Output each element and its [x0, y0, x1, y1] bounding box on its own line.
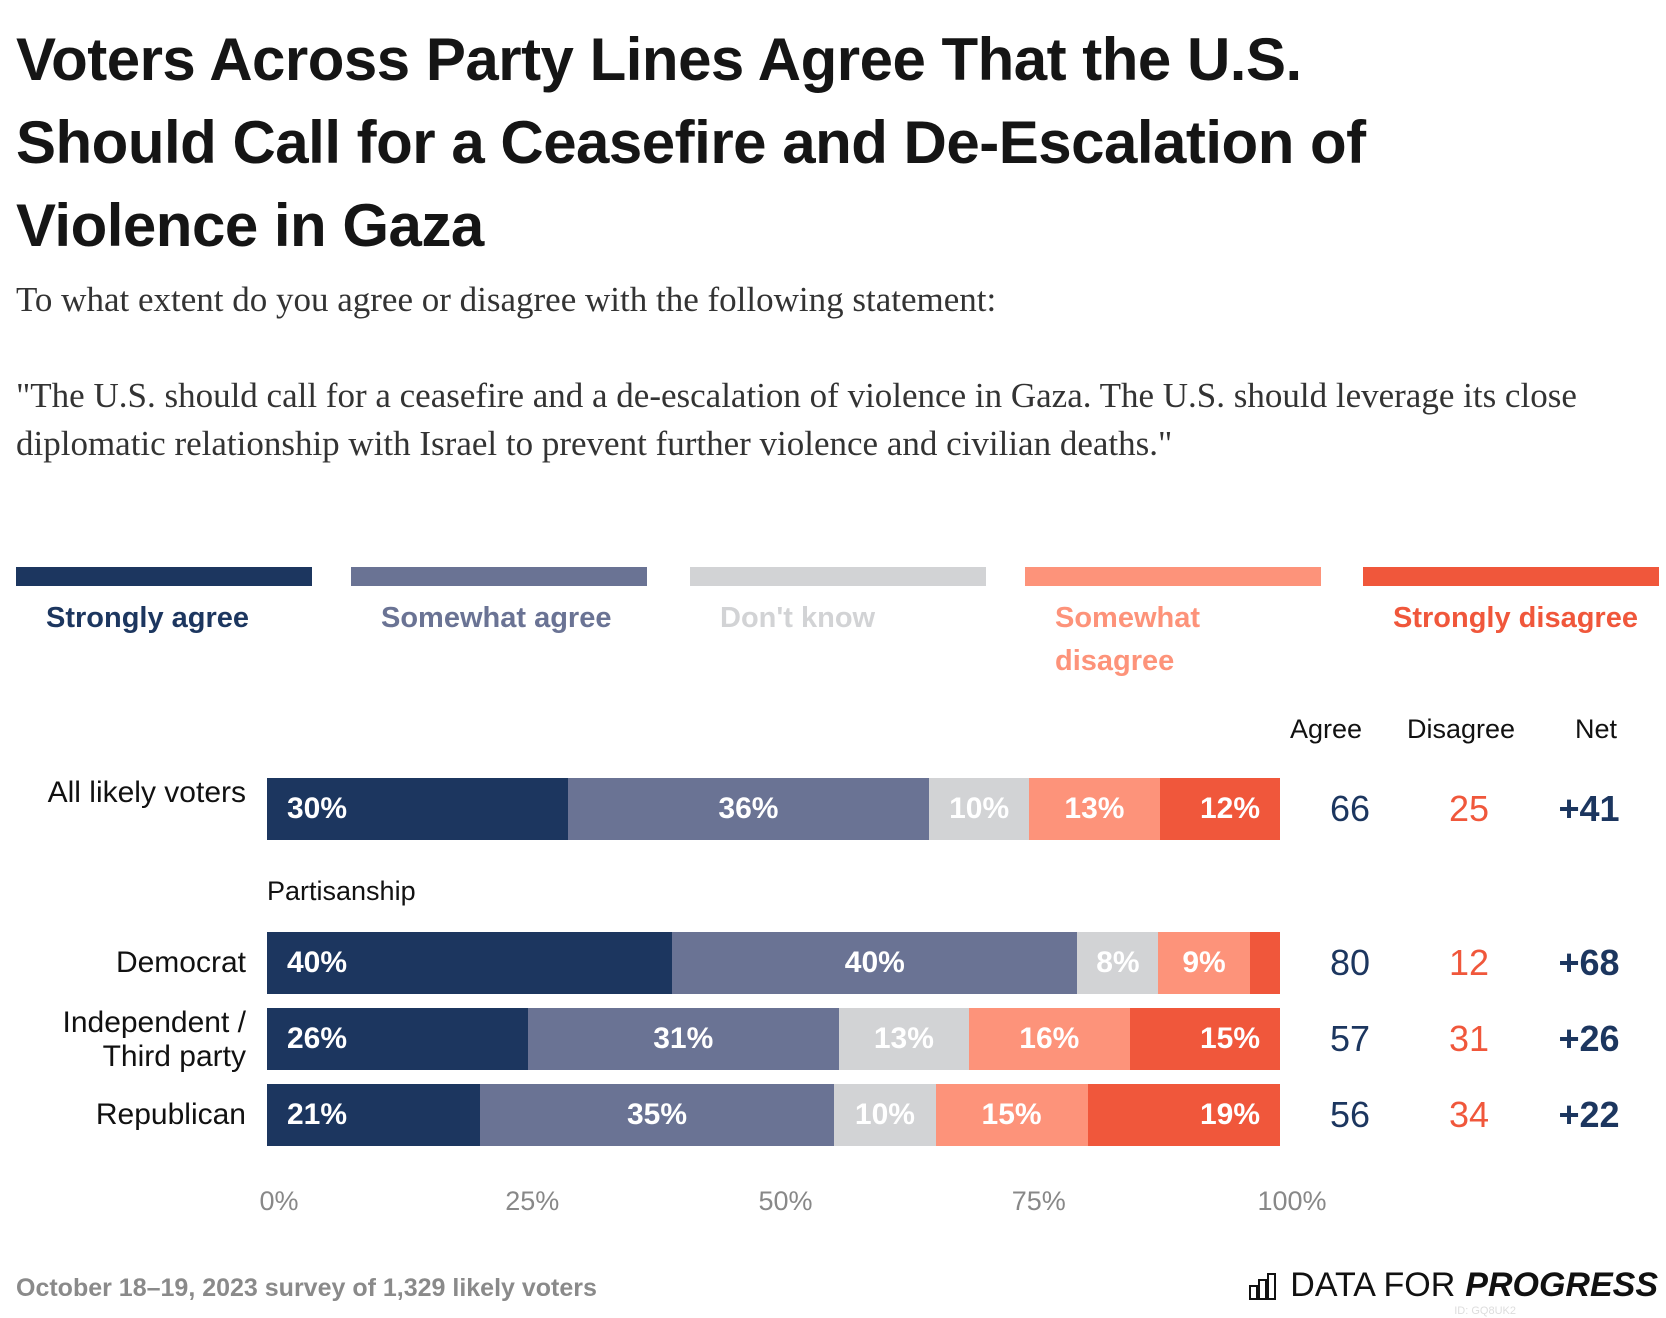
stacked-bar: 30% 36% 10% 13% 12%: [267, 778, 1280, 840]
column-header-agree: Agree: [1289, 714, 1363, 744]
column-header-net: Net: [1574, 714, 1618, 744]
row-label: Republican: [95, 1098, 246, 1131]
net-value: +22: [1558, 1094, 1620, 1135]
x-tick-label: 0%: [259, 1186, 299, 1216]
segment-label: 26%: [287, 1022, 348, 1055]
survey-statement: "The U.S. should call for a ceasefire an…: [16, 376, 1577, 463]
title-line: Voters Across Party Lines Agree That the…: [16, 26, 1302, 93]
bar-segment: [479, 1084, 835, 1146]
segment-label: 36%: [718, 792, 779, 825]
bar-segment: [1129, 1008, 1280, 1070]
logo-text: DATA FOR: [1290, 1266, 1456, 1304]
legend-item: Don't know: [690, 567, 986, 640]
bar-segment: [969, 1008, 1130, 1070]
chart-title: Voters Across Party Lines Agree That the…: [16, 18, 1636, 267]
bar-segment: [567, 778, 929, 840]
agree-value: 66: [1329, 788, 1371, 829]
legend-label: Somewhat disagree: [1055, 602, 1201, 677]
segment-label: 10%: [949, 792, 1010, 825]
bar-segment: [928, 778, 1030, 840]
legend-item: Somewhat agree: [351, 567, 647, 640]
bar-segment: [267, 932, 673, 994]
column-header-disagree: Disagree: [1406, 714, 1516, 744]
segment-label: 19%: [1199, 1098, 1260, 1131]
segment-label: 15%: [1199, 1022, 1260, 1055]
stacked-bar: 26% 31% 13% 16% 15%: [267, 1008, 1280, 1070]
segment-label: 8%: [1096, 946, 1140, 979]
disagree-value: 25: [1448, 788, 1490, 829]
chart-subtitle: To what extent do you agree or disagree …: [16, 280, 997, 319]
segment-label: 40%: [287, 946, 348, 979]
bar-segment: [1077, 932, 1159, 994]
legend-swatch: [690, 567, 986, 586]
legend-item: Strongly disagree: [1363, 567, 1659, 640]
segment-label: 35%: [626, 1098, 688, 1131]
bar-segment: [1159, 778, 1280, 840]
net-value: +41: [1558, 788, 1620, 829]
bar-segment: [267, 1008, 528, 1070]
bar-segment: [834, 1084, 936, 1146]
legend-item: Strongly agree: [16, 567, 312, 640]
legend-item: Somewhat disagree: [1025, 567, 1321, 683]
x-tick-label: 25%: [505, 1186, 560, 1216]
disagree-value: 34: [1448, 1094, 1490, 1135]
source-note: October 18–19, 2023 survey of 1,329 like…: [16, 1274, 597, 1302]
legend-label: Don't know: [720, 602, 876, 634]
x-tick-label: 100%: [1257, 1186, 1327, 1216]
segment-label: 10%: [854, 1098, 915, 1131]
bar-chart-logo-icon: [1249, 1272, 1277, 1300]
legend-swatch: [16, 567, 312, 586]
bar-segment: [267, 778, 568, 840]
logo-text-bold: PROGRESS: [1465, 1266, 1658, 1304]
stacked-bar: 40% 40% 8% 9%: [267, 932, 1280, 994]
bar-segment: [935, 1084, 1088, 1146]
title-line: Violence in Gaza: [16, 192, 484, 259]
disagree-value: 31: [1448, 1018, 1490, 1059]
segment-label: 16%: [1019, 1022, 1080, 1055]
segment-label: 31%: [653, 1022, 714, 1055]
segment-label: 9%: [1182, 946, 1226, 979]
legend-label: Strongly agree: [46, 602, 250, 634]
legend-swatch: [1363, 567, 1659, 586]
row-label: All likely voters: [47, 776, 246, 809]
segment-label: 12%: [1199, 792, 1260, 825]
net-value: +26: [1558, 1018, 1620, 1059]
legend-label: Strongly disagree: [1393, 602, 1638, 634]
data-for-progress-logo: DATA FOR PROGRESS: [1248, 1266, 1658, 1305]
title-line: Should Call for a Ceasefire and De-Escal…: [16, 109, 1366, 176]
legend-label: Somewhat agree: [381, 602, 612, 634]
stacked-bar: 21% 35% 10% 15% 19%: [267, 1084, 1280, 1146]
segment-label: 13%: [1064, 792, 1125, 825]
bar-segment: [1249, 932, 1280, 994]
group-label-partisanship: Partisanship: [267, 876, 416, 906]
segment-label: 21%: [287, 1098, 348, 1131]
bar-segment: [1158, 932, 1250, 994]
legend-swatch: [351, 567, 647, 586]
chart-id: ID: GQ8UK2: [1454, 1305, 1516, 1317]
agree-value: 80: [1329, 942, 1371, 983]
net-value: +68: [1558, 942, 1620, 983]
bar-segment: [1087, 1084, 1280, 1146]
disagree-value: 12: [1448, 942, 1490, 983]
legend-swatch: [1025, 567, 1321, 586]
segment-label: 40%: [844, 946, 905, 979]
bar-segment: [838, 1008, 970, 1070]
segment-label: 30%: [287, 792, 348, 825]
bar-segment: [672, 932, 1078, 994]
row-label: Independent / Third party: [62, 1006, 246, 1073]
segment-label: 13%: [873, 1022, 934, 1055]
bar-segment: [1029, 778, 1160, 840]
bar-segment: [267, 1084, 480, 1146]
x-tick-label: 75%: [1011, 1186, 1066, 1216]
segment-label: 15%: [981, 1098, 1042, 1131]
bar-segment: [527, 1008, 839, 1070]
agree-value: 56: [1329, 1094, 1371, 1135]
row-label: Democrat: [115, 946, 246, 979]
x-tick-label: 50%: [758, 1186, 813, 1216]
agree-value: 57: [1329, 1018, 1371, 1059]
